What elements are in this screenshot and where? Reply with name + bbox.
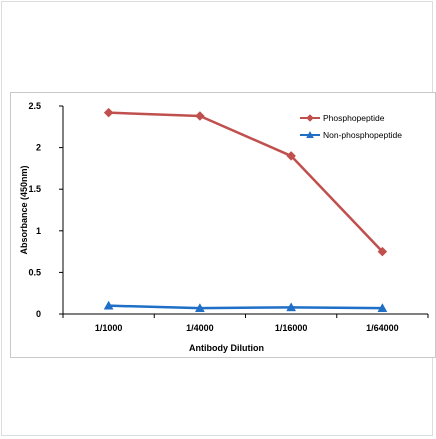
legend-marker (306, 114, 314, 122)
data-point-phosphopeptide (195, 111, 205, 121)
data-point-non-phosphopeptide (194, 303, 205, 313)
x-tick-label: 1/16000 (275, 323, 308, 333)
y-tick-label: 1.5 (28, 184, 41, 194)
y-tick-label: 2.5 (28, 101, 41, 111)
legend-label: Phosphopeptide (323, 113, 385, 123)
data-point-non-phosphopeptide (103, 300, 114, 310)
data-point-non-phosphopeptide (286, 302, 297, 312)
data-point-phosphopeptide (377, 246, 388, 257)
series-line-phosphopeptide (108, 111, 384, 253)
y-tick-label: 0 (36, 309, 41, 319)
series (103, 107, 388, 313)
x-tick-label: 1/64000 (366, 323, 399, 333)
data-point-phosphopeptide (286, 151, 296, 161)
y-axis-title: Absorbance (450nm) (19, 165, 29, 254)
legend: Phosphopeptide Non-phosphopeptide (300, 113, 402, 140)
data-point-phosphopeptide (103, 107, 114, 118)
y-tick-label: 0.5 (28, 267, 41, 277)
series-line-non-phosphopeptide (108, 304, 383, 310)
legend-marker (306, 130, 314, 139)
data-point-non-phosphopeptide (377, 303, 388, 313)
legend-label: Non-phosphopeptide (323, 130, 402, 140)
x-tick-label: 1/4000 (186, 323, 214, 333)
x-axis-title: Antibody Dilution (189, 343, 264, 353)
x-tick-label: 1/1000 (95, 323, 123, 333)
y-tick-label: 2 (36, 143, 41, 153)
y-ticks: 0 0.5 1 1.5 2 2.5 (28, 101, 63, 319)
x-ticks: 1/1000 1/4000 1/16000 1/64000 (62, 314, 429, 333)
y-tick-label: 1 (36, 226, 41, 236)
